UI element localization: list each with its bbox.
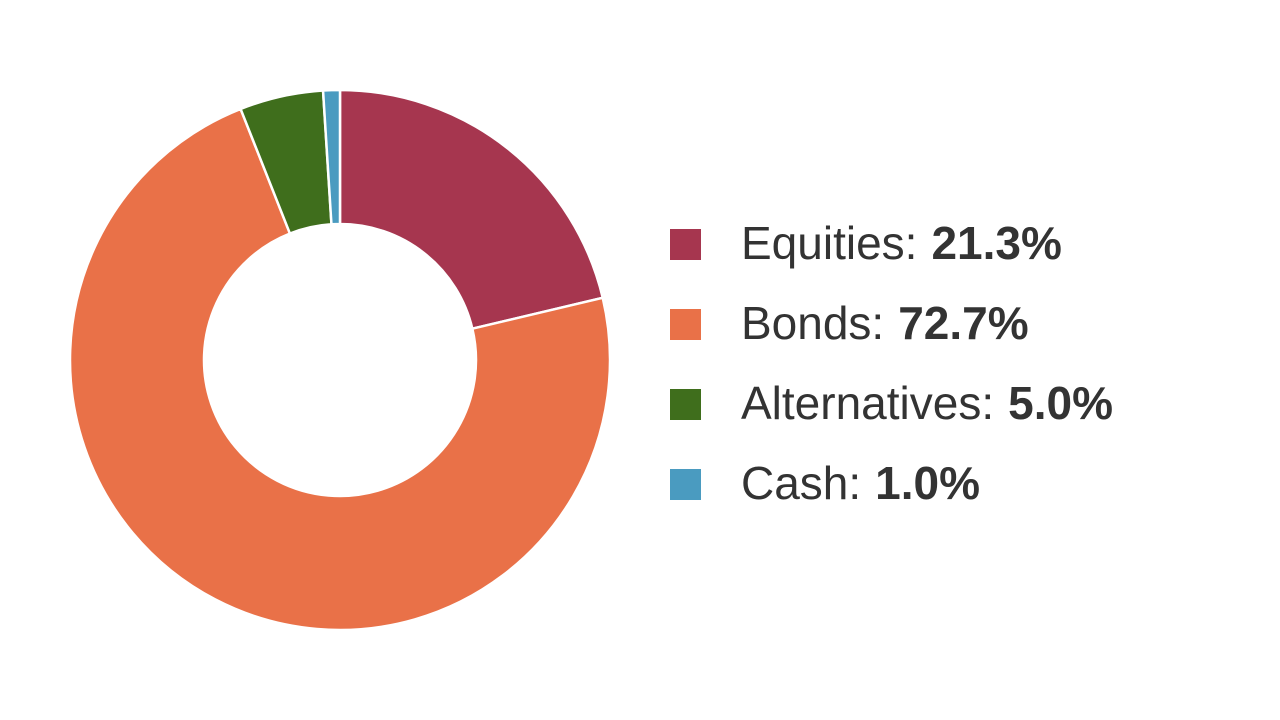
legend-entry: Equities: 21.3% <box>670 217 1062 269</box>
legend-value: 72.7% <box>898 297 1028 349</box>
legend-swatch <box>670 389 701 420</box>
legend-category: Alternatives: <box>741 377 994 429</box>
legend-category: Cash: <box>741 457 861 509</box>
legend-swatch <box>670 469 701 500</box>
legend-value: 5.0% <box>1008 377 1113 429</box>
legend-swatch <box>670 229 701 260</box>
legend-value: 21.3% <box>931 217 1061 269</box>
legend-swatch <box>670 309 701 340</box>
donut-slice <box>321 88 342 226</box>
legend-entry: Alternatives: 5.0% <box>670 377 1113 429</box>
legend-entry: Cash: 1.0% <box>670 457 980 509</box>
legend-label: Bonds: 72.7% <box>741 297 1029 349</box>
legend-label: Alternatives: 5.0% <box>741 377 1113 429</box>
legend-label: Cash: 1.0% <box>741 457 980 509</box>
donut-slice <box>338 88 605 331</box>
legend-label: Equities: 21.3% <box>741 217 1062 269</box>
legend-category: Bonds: <box>741 297 884 349</box>
donut-slice <box>68 107 612 632</box>
legend-category: Equities: <box>741 217 917 269</box>
legend-value: 1.0% <box>875 457 980 509</box>
legend-entry: Bonds: 72.7% <box>670 297 1029 349</box>
